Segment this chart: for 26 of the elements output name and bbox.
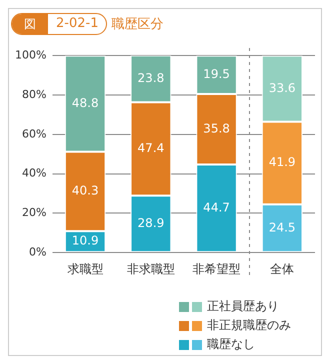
- data-label: 41.9: [268, 155, 296, 170]
- x-tick-label: 非求職型: [126, 262, 175, 276]
- data-label: 40.3: [72, 184, 99, 198]
- legend-label: 職歴なし: [207, 336, 255, 353]
- data-label: 19.5: [203, 66, 230, 81]
- y-tick-label: 40%: [22, 166, 46, 180]
- data-label: 48.8: [72, 96, 99, 110]
- legend-label: 非正規職歴のみ: [207, 317, 291, 334]
- data-label: 28.9: [138, 216, 164, 230]
- data-label: 47.4: [138, 141, 164, 156]
- y-tick-label: 100%: [14, 48, 46, 62]
- data-label: 35.8: [203, 121, 230, 136]
- data-label: 24.5: [268, 220, 296, 234]
- data-label: 44.7: [203, 200, 230, 214]
- y-tick-label: 80%: [22, 88, 46, 101]
- y-tick-label: 20%: [22, 206, 46, 220]
- data-label: 33.6: [268, 80, 296, 95]
- x-tick-label: 非希望型: [192, 262, 241, 276]
- data-label: 10.9: [72, 234, 99, 248]
- y-tick-label: 0%: [28, 245, 46, 258]
- x-tick-label: 全体: [270, 262, 294, 276]
- chart-title: 図 2-02-1 職歴区分: [24, 16, 164, 32]
- y-tick-label: 60%: [22, 127, 46, 140]
- data-label: 23.8: [138, 70, 164, 85]
- legend-label: 正社員歴あり: [207, 298, 279, 315]
- x-tick-label: 求職型: [67, 262, 104, 276]
